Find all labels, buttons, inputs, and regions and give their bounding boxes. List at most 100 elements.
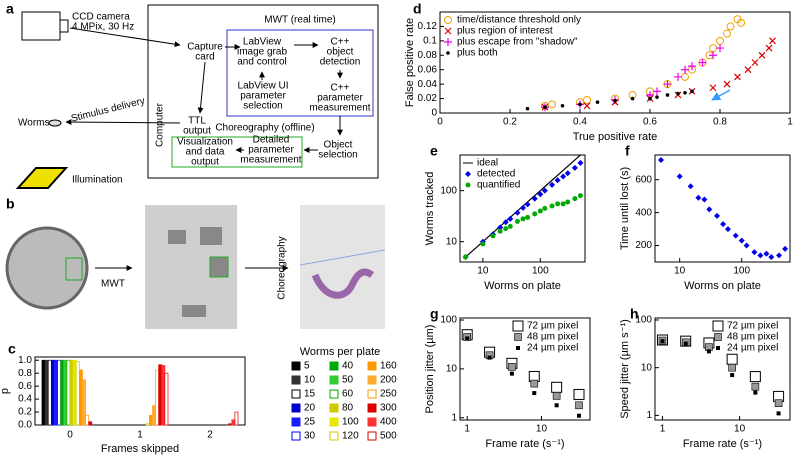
data-point	[765, 44, 773, 52]
bar	[57, 359, 62, 426]
data-point	[676, 173, 683, 180]
legend-swatch	[329, 417, 339, 427]
data-point	[728, 363, 736, 372]
legend-swatch	[367, 403, 377, 413]
data-point	[480, 241, 486, 247]
legend-label: quantified	[477, 180, 520, 191]
node-label: MWT (real time)	[264, 15, 335, 26]
legend-swatch	[329, 361, 339, 371]
data-point	[709, 44, 717, 53]
bar	[44, 359, 49, 426]
data-point	[549, 203, 555, 209]
panel-letter: g	[430, 306, 439, 322]
data-point	[497, 228, 503, 234]
data-point	[726, 353, 738, 365]
bar	[85, 414, 90, 426]
node-label: and control	[237, 57, 286, 68]
x-tick-label: 1	[787, 117, 793, 128]
y-axis-label: Speed jitter (µm s⁻¹)	[619, 319, 631, 419]
data-point	[552, 392, 561, 400]
data-point	[730, 373, 735, 378]
step-label: Choreography	[277, 236, 288, 299]
y-axis-label: Position jitter (µm)	[424, 325, 436, 414]
computer-box	[147, 4, 379, 179]
worm-patch	[168, 230, 186, 244]
x-tick-label: 10	[674, 266, 686, 277]
data-point	[503, 226, 509, 232]
data-point	[520, 204, 527, 211]
data-point	[749, 371, 761, 383]
legend-label: ideal	[477, 158, 498, 169]
legend-swatch	[329, 389, 339, 399]
bar	[161, 365, 166, 426]
plate-image	[5, 226, 89, 310]
bar	[145, 423, 150, 426]
y-tick-label: 1.0	[18, 355, 32, 366]
data-point	[520, 216, 526, 222]
data-point	[688, 62, 696, 71]
panel-letter: b	[6, 196, 15, 212]
bar	[148, 414, 153, 426]
node-label: Illumination	[72, 175, 123, 186]
data-point	[583, 102, 591, 110]
data-point	[514, 209, 521, 216]
plot-frame	[654, 154, 791, 263]
legend-swatch	[291, 389, 301, 399]
y-axis-label: Time until lost (s)	[619, 167, 631, 250]
data-point	[782, 245, 789, 252]
data-point	[768, 254, 775, 261]
bar	[78, 369, 83, 426]
data-point	[487, 355, 492, 360]
legend-swatch	[329, 431, 339, 441]
data-point	[681, 65, 689, 74]
node-label: Object	[324, 140, 353, 151]
legend-swatch	[367, 361, 377, 371]
x-tick-label: 0	[67, 430, 73, 441]
data-point	[706, 206, 713, 213]
legend-marker	[514, 333, 522, 341]
legend-label: plus both	[457, 48, 498, 59]
node-label: and data	[186, 147, 225, 158]
data-point	[560, 103, 565, 108]
data-point	[723, 29, 731, 38]
data-point	[737, 18, 745, 27]
node-label: Capture	[187, 42, 223, 53]
arrow	[197, 61, 206, 114]
x-tick-label: 2	[207, 430, 213, 441]
bar	[88, 421, 93, 426]
legend-label: 48 µm pixel	[727, 332, 778, 343]
legend-label: 200	[380, 375, 397, 386]
data-point	[572, 196, 578, 202]
x-tick-label: 0.6	[643, 117, 657, 128]
y-tick-label: 0.8	[18, 368, 32, 379]
data-point	[723, 80, 731, 88]
data-point	[630, 96, 635, 101]
legend-label: 250	[380, 389, 397, 400]
x-axis-label: Worms on plate	[684, 280, 761, 292]
data-point	[549, 181, 556, 188]
data-point	[674, 72, 682, 81]
plot-frame	[459, 154, 586, 263]
bar	[41, 359, 46, 426]
data-point	[653, 87, 661, 96]
bar	[82, 379, 86, 426]
data-point	[537, 191, 544, 198]
data-point	[732, 232, 739, 239]
data-point	[769, 37, 776, 45]
legend-label: 120	[342, 431, 359, 442]
data-point	[508, 363, 516, 371]
data-point	[532, 211, 538, 217]
data-point	[738, 237, 745, 244]
node-label: selection	[318, 150, 357, 161]
node-label: LabView	[243, 37, 282, 48]
y-tick-label: 0.0	[18, 420, 32, 431]
worm-patch	[209, 256, 229, 278]
data-point	[753, 390, 758, 395]
node-label: parameter	[240, 91, 286, 102]
bar	[228, 423, 233, 426]
choreography-image	[300, 205, 385, 329]
x-tick-label: 1	[464, 424, 470, 435]
legend-swatch	[367, 417, 377, 427]
camera-lens	[59, 19, 69, 33]
node-label: image grab	[237, 47, 287, 58]
